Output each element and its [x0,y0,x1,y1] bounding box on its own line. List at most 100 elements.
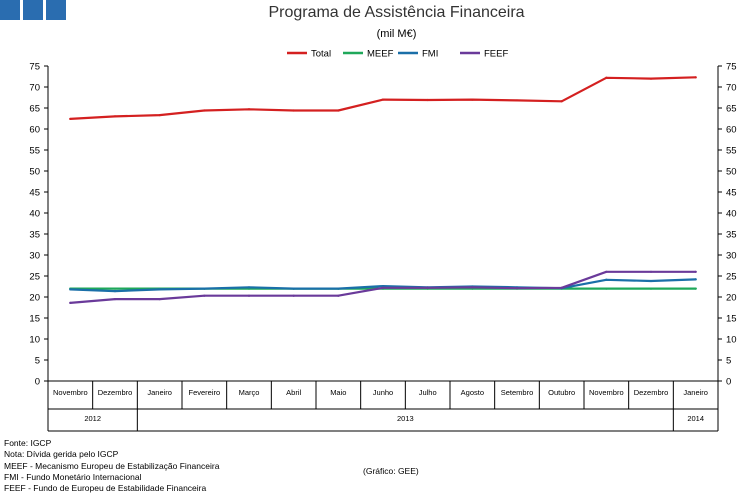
y-tick-label-right: 10 [726,335,737,346]
y-tick-label-left: 40 [29,209,40,220]
data-point-total [426,98,429,102]
fmi-definition: FMI - Fundo Monetário Internacional [4,471,142,482]
data-point-fmi [113,290,117,293]
x-tick-label: Janeiro [683,388,708,397]
data-point-feef [426,286,429,289]
x-tick-label: Agosto [461,388,484,397]
x-tick-label: Dezembro [98,388,133,397]
x-tick-label: Maio [330,388,346,397]
data-point-feef [69,301,72,304]
y-tick-label-right: 0 [726,377,731,388]
data-point-fmi [158,288,161,291]
data-point-fmi [203,287,206,290]
y-tick-label-right: 45 [726,188,737,199]
data-point-total [203,109,206,112]
y-tick-label-right: 70 [726,83,737,94]
x-tick-label: Novembro [53,388,88,397]
y-tick-label-left: 20 [29,293,40,304]
data-point-fmi [247,286,251,289]
meef-definition: MEEF - Mecanismo Europeu de Estabilizaçã… [4,460,220,471]
data-point-total [605,76,608,79]
legend-label-feef: FEEF [484,49,508,60]
y-tick-label-left: 55 [29,146,40,157]
data-point-total [381,98,385,101]
data-point-feef [694,270,697,273]
y-tick-label-right: 5 [726,356,731,367]
y-tick-label-right: 60 [726,125,737,136]
data-point-feef [560,286,563,289]
chart-subtitle: (mil M€) [376,28,417,40]
data-point-fmi [605,278,608,281]
logo-square-3 [46,0,66,20]
legend-label-meef: MEEF [367,49,394,60]
y-tick-label-left: 10 [29,335,40,346]
chart-credit: (Gráfico: GEE) [363,466,419,476]
x-year-label: 2014 [687,414,704,423]
data-point-total [560,100,563,103]
data-point-total [694,76,697,79]
data-point-total [113,115,117,118]
data-point-feef [292,294,295,297]
data-point-total [247,108,251,111]
x-year-label: 2013 [397,414,414,423]
scope-note: Nota: Dívida gerida pelo IGCP [4,449,119,460]
data-point-meef [694,287,697,290]
x-tick-label: Abril [286,388,301,397]
data-point-feef [337,294,340,297]
y-tick-label-right: 30 [726,251,737,262]
data-point-feef [649,270,653,273]
y-tick-label-left: 5 [35,356,40,367]
data-point-feef [247,294,251,297]
y-tick-label-left: 25 [29,272,40,283]
data-point-meef [649,287,653,290]
y-tick-label-right: 25 [726,272,737,283]
chart-title: Programa de Assistência Financeira [268,4,525,21]
data-point-feef [471,286,474,289]
data-point-feef [158,298,161,301]
data-point-total [515,99,519,102]
data-point-fmi [649,279,653,283]
feef-definition: FEEF - Fundo de Europeu de Estabilidade … [4,483,207,494]
y-tick-label-left: 70 [29,83,40,94]
source-note: Fonte: IGCP [4,438,52,448]
x-tick-label: Janeiro [147,388,172,397]
legend-label-total: Total [311,49,331,60]
y-tick-label-right: 75 [726,62,737,73]
y-tick-label-right: 65 [726,104,737,115]
y-tick-label-right: 50 [726,167,737,178]
legend-label-fmi: FMI [422,49,438,60]
data-point-total [471,98,474,101]
logo-square-2 [23,0,43,20]
y-tick-label-right: 40 [726,209,737,220]
series-line-total [69,76,697,121]
data-point-total [649,77,653,80]
y-tick-label-left: 30 [29,251,40,262]
data-point-feef [113,298,117,301]
y-tick-label-right: 55 [726,146,737,157]
data-point-total [158,114,161,117]
footnotes: Fonte: IGCP Nota: Dívida gerida pelo IGC… [4,438,219,494]
data-point-feef [203,294,206,297]
x-tick-label: Outubro [548,388,575,397]
y-tick-label-right: 15 [726,314,737,325]
logo-square-1 [0,0,20,20]
y-tick-label-right: 20 [726,293,737,304]
y-tick-label-left: 65 [29,104,40,115]
data-point-total [292,109,295,112]
y-tick-label-left: 15 [29,314,40,325]
data-point-meef [605,287,608,290]
data-point-fmi [381,284,385,288]
y-tick-label-left: 0 [35,377,40,388]
data-point-fmi [694,278,697,281]
x-year-label: 2012 [84,414,101,423]
data-point-fmi [337,287,340,290]
data-point-meef [113,287,117,290]
data-point-total [69,117,72,121]
x-tick-label: Dezembro [634,388,669,397]
data-point-fmi [69,288,72,291]
y-tick-label-left: 50 [29,167,40,178]
data-point-fmi [292,287,295,290]
x-tick-label: Novembro [589,388,624,397]
y-tick-label-left: 75 [29,62,40,73]
